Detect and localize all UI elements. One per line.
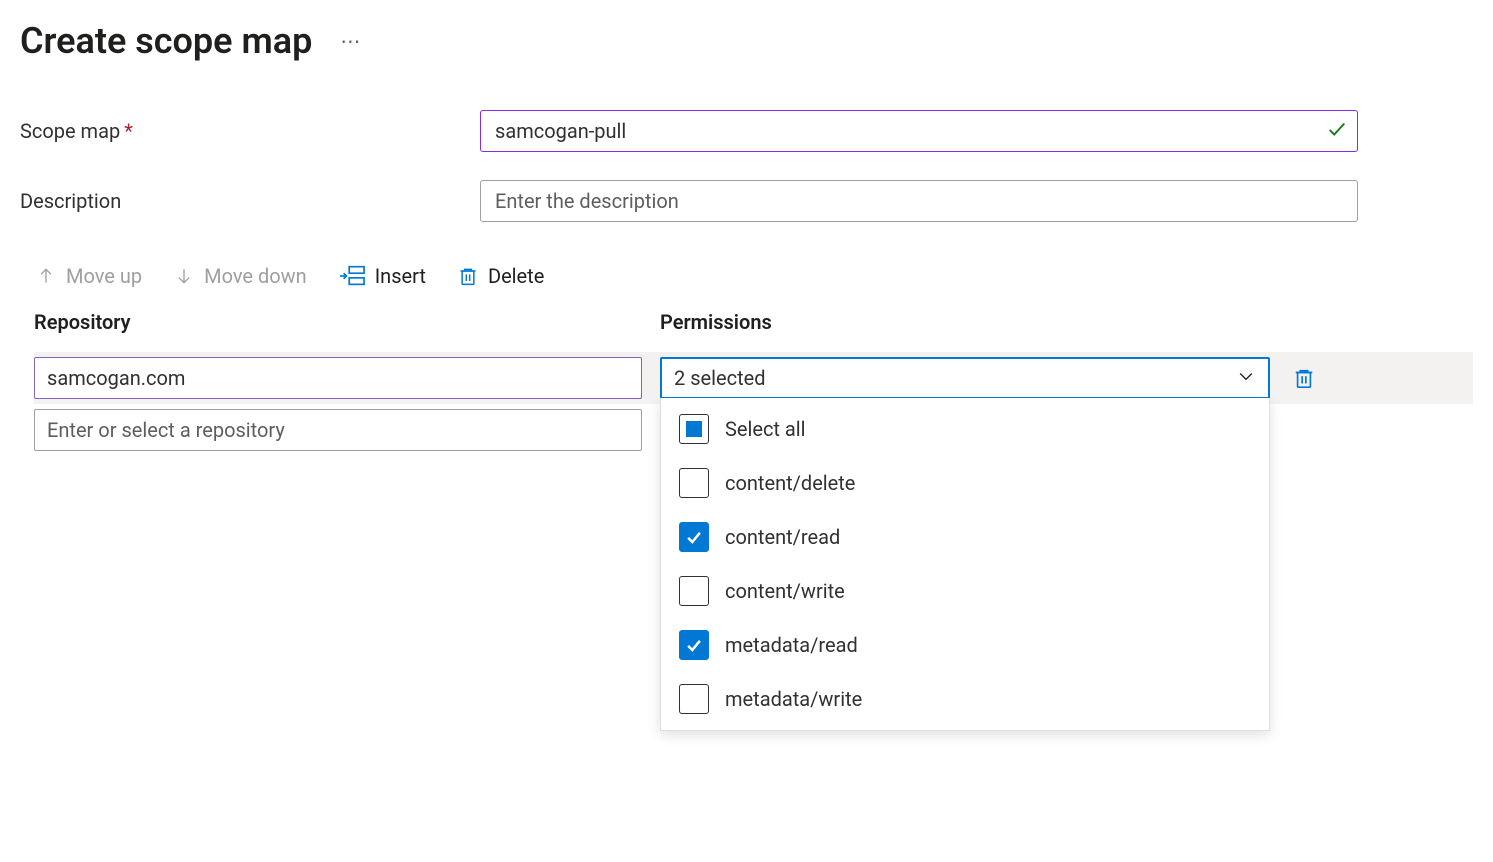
permissions-option-select-all[interactable]: Select all [661,402,1269,456]
permissions-summary: 2 selected [674,366,766,390]
table-row[interactable]: 2 selected [34,352,1473,404]
description-label: Description [20,189,480,213]
page-title: Create scope map [20,20,312,62]
permissions-column-header: Permissions [660,310,1270,334]
checkbox-checked-icon [679,522,709,552]
new-repository-input[interactable] [34,409,642,451]
permissions-option[interactable]: content/read [661,510,1269,564]
permissions-dropdown[interactable]: Select all content/delete content/read con… [660,398,1270,731]
scope-map-name-label: Scope map* [20,119,480,143]
permissions-option-label: content/delete [725,471,855,495]
permissions-option[interactable]: content/delete [661,456,1269,510]
permissions-option[interactable]: metadata/read [661,618,1269,672]
insert-button[interactable]: Insert [337,260,428,292]
checkbox-checked-icon [679,630,709,660]
permissions-option-label: metadata/read [725,633,858,657]
more-actions-button[interactable]: ⋯ [336,25,366,57]
move-up-button[interactable]: Move up [34,260,144,292]
arrow-up-icon [36,266,56,286]
permissions-select[interactable]: 2 selected [660,357,1270,399]
permissions-option-label: metadata/write [725,687,862,711]
chevron-down-icon [1236,366,1256,391]
delete-row-button[interactable] [1288,362,1320,394]
repository-column-header: Repository [34,310,642,334]
arrow-down-icon [174,266,194,286]
permissions-option-label: content/read [725,525,840,549]
permissions-option[interactable]: content/write [661,564,1269,618]
select-all-label: Select all [725,417,806,441]
trash-icon [458,265,478,287]
checkbox-unchecked-icon [679,684,709,714]
insert-icon [339,265,365,287]
permissions-option[interactable]: metadata/write [661,672,1269,726]
valid-check-icon [1326,118,1348,144]
move-down-button[interactable]: Move down [172,260,309,292]
checkbox-indeterminate-icon [679,414,709,444]
permissions-option-label: content/write [725,579,845,603]
checkbox-unchecked-icon [679,576,709,606]
delete-button[interactable]: Delete [456,260,546,292]
description-input[interactable] [480,180,1358,222]
checkbox-unchecked-icon [679,468,709,498]
repository-input[interactable] [34,357,642,399]
scope-map-name-input[interactable] [480,110,1358,152]
